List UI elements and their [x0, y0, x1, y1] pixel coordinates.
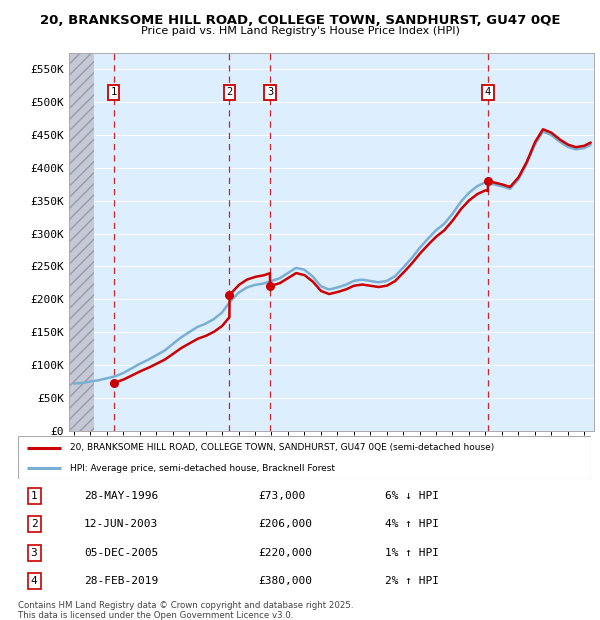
Text: 3: 3 [267, 87, 273, 97]
Bar [69, 53, 94, 431]
Text: 20, BRANKSOME HILL ROAD, COLLEGE TOWN, SANDHURST, GU47 0QE (semi-detached house): 20, BRANKSOME HILL ROAD, COLLEGE TOWN, S… [70, 443, 494, 453]
Text: This data is licensed under the Open Government Licence v3.0.: This data is licensed under the Open Gov… [18, 611, 293, 620]
Text: 1% ↑ HPI: 1% ↑ HPI [385, 547, 439, 557]
Text: Price paid vs. HM Land Registry's House Price Index (HPI): Price paid vs. HM Land Registry's House … [140, 26, 460, 36]
Text: 6% ↓ HPI: 6% ↓ HPI [385, 491, 439, 501]
Text: 4: 4 [485, 87, 491, 97]
Text: 1: 1 [31, 491, 37, 501]
Text: HPI: Average price, semi-detached house, Bracknell Forest: HPI: Average price, semi-detached house,… [70, 464, 335, 472]
Text: £220,000: £220,000 [259, 547, 313, 557]
Text: £73,000: £73,000 [259, 491, 306, 501]
Text: 2: 2 [31, 520, 37, 529]
Text: Contains HM Land Registry data © Crown copyright and database right 2025.: Contains HM Land Registry data © Crown c… [18, 601, 353, 611]
Text: 4: 4 [31, 576, 37, 586]
Text: 28-FEB-2019: 28-FEB-2019 [84, 576, 158, 586]
Text: £206,000: £206,000 [259, 520, 313, 529]
Text: 20, BRANKSOME HILL ROAD, COLLEGE TOWN, SANDHURST, GU47 0QE: 20, BRANKSOME HILL ROAD, COLLEGE TOWN, S… [40, 14, 560, 27]
Text: 12-JUN-2003: 12-JUN-2003 [84, 520, 158, 529]
Text: 05-DEC-2005: 05-DEC-2005 [84, 547, 158, 557]
Text: 3: 3 [31, 547, 37, 557]
Text: 2: 2 [226, 87, 233, 97]
Text: 28-MAY-1996: 28-MAY-1996 [84, 491, 158, 501]
Text: 4% ↑ HPI: 4% ↑ HPI [385, 520, 439, 529]
Text: £380,000: £380,000 [259, 576, 313, 586]
Text: 2% ↑ HPI: 2% ↑ HPI [385, 576, 439, 586]
Text: 1: 1 [110, 87, 117, 97]
